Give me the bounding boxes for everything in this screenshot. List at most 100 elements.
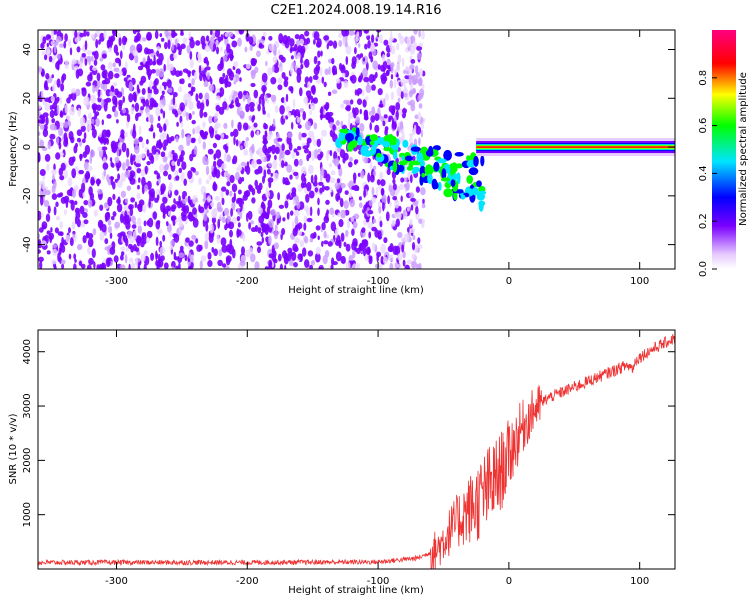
spectrogram-cell: [359, 53, 364, 58]
spectrogram-cell: [236, 216, 241, 222]
spectrogram-cell: [166, 133, 169, 143]
spectrogram-cell: [369, 140, 375, 146]
spectrogram-cell: [191, 119, 196, 125]
spectrogram-cell: [142, 98, 146, 108]
spectrogram-cell: [404, 75, 411, 80]
spectrogram-cell: [76, 129, 83, 137]
spectrogram-cell: [418, 103, 423, 109]
spectrogram-cell: [385, 70, 390, 77]
spectrogram-cell: [179, 78, 183, 84]
spectrogram-cell: [41, 89, 44, 99]
spectrogram-cell: [476, 180, 482, 187]
spectrogram-cell: [251, 58, 258, 65]
spectrogram-cell: [416, 52, 422, 60]
spectrogram-cell: [297, 222, 303, 230]
spectrogram-cell: [253, 122, 258, 128]
spectrogram-cell: [180, 121, 184, 128]
spectrogram-y-tick-label: -20: [22, 188, 33, 204]
spectrogram-cell: [420, 187, 426, 196]
spectrogram-cell: [116, 148, 120, 157]
spectrogram-cell: [349, 192, 353, 198]
spectrogram-cell: [175, 175, 180, 181]
spectrogram-cell: [328, 163, 333, 168]
spectrogram-cell: [233, 76, 236, 82]
spectrogram-cell: [211, 208, 217, 219]
spectrogram-cell: [239, 30, 243, 35]
spectrogram-cell: [256, 50, 261, 58]
spectrogram-cell: [90, 94, 96, 104]
spectrogram-cell: [38, 119, 44, 124]
spectrogram-cell: [99, 57, 104, 62]
spectrogram-cell: [393, 68, 397, 76]
spectrogram-cell: [381, 187, 384, 196]
spectrogram-cell: [38, 233, 41, 240]
spectrogram-cell: [369, 174, 375, 183]
spectrogram-cell: [216, 234, 220, 244]
spectrogram-cell: [110, 160, 113, 167]
spectrogram-cell: [292, 243, 298, 252]
spectrogram-cell: [88, 257, 94, 266]
spectrogram-cell: [281, 228, 286, 236]
spectrogram-cell: [178, 86, 183, 93]
spectrogram-cell: [379, 220, 383, 228]
spectrogram-cell: [76, 218, 81, 228]
spectrogram-cell: [221, 263, 227, 268]
spectrogram-cell: [402, 259, 406, 267]
spectrogram-cell: [325, 151, 329, 161]
spectrogram-cell: [380, 179, 386, 187]
spectrogram-cell: [92, 84, 96, 94]
spectrogram-cell: [377, 201, 382, 208]
spectrogram-cell: [100, 262, 107, 269]
spectrogram-cell: [334, 182, 340, 190]
spectrogram-cell: [116, 119, 119, 124]
spectrogram-cell: [197, 52, 202, 60]
spectrogram-cell: [115, 51, 119, 56]
spectrogram-cell: [137, 225, 142, 234]
spectrogram-cell: [266, 99, 270, 104]
spectrogram-cell: [116, 163, 120, 172]
spectrogram-cell: [318, 181, 324, 186]
spectrogram-cell: [192, 128, 196, 135]
spectrogram-cell: [128, 81, 133, 92]
spectrogram-cell: [171, 42, 175, 51]
spectrogram-cell: [137, 65, 144, 71]
spectrogram-cell: [263, 169, 267, 179]
spectrogram-cell: [310, 102, 316, 111]
spectrogram-cell: [233, 192, 236, 202]
spectrogram-cell: [153, 88, 159, 95]
spectrogram-cell: [323, 230, 327, 239]
spectrogram-cell: [360, 170, 365, 179]
spectrogram-cell: [369, 122, 373, 131]
spectrogram-cell: [392, 196, 398, 201]
spectrogram-cell: [205, 165, 210, 176]
spectrogram-cell: [114, 156, 120, 163]
spectrogram-cell: [110, 175, 114, 186]
spectrogram-cell: [251, 197, 256, 204]
spectrogram-cell: [241, 246, 245, 256]
spectrogram-cell: [292, 227, 298, 237]
spectrogram-cell: [341, 64, 345, 71]
spectrogram-cell: [252, 114, 256, 121]
spectrogram-cell: [198, 65, 202, 75]
spectrogram-cell: [86, 232, 89, 237]
spectrogram-cell: [394, 211, 398, 218]
spectrogram-cell: [409, 227, 416, 234]
spectrogram-cell: [74, 215, 78, 225]
spectrogram-cell: [266, 168, 271, 175]
spectrogram-cell: [388, 254, 394, 262]
spectrogram-cell: [334, 228, 338, 239]
spectrogram-cell: [154, 151, 159, 161]
spectrogram-cell: [362, 67, 368, 78]
spectrogram-cell: [159, 33, 163, 38]
spectrogram-cell: [41, 146, 48, 151]
spectrogram-cell: [401, 57, 405, 67]
spectrogram-cell: [341, 72, 346, 77]
spectrogram-cell: [159, 246, 166, 255]
spectrogram-cell: [38, 131, 41, 137]
spectrogram-cell: [116, 203, 123, 213]
spectrogram-cell: [182, 68, 189, 73]
spectrogram-cell: [352, 172, 357, 181]
spectrogram-cell: [307, 81, 311, 89]
spectrogram-cell: [80, 125, 86, 132]
